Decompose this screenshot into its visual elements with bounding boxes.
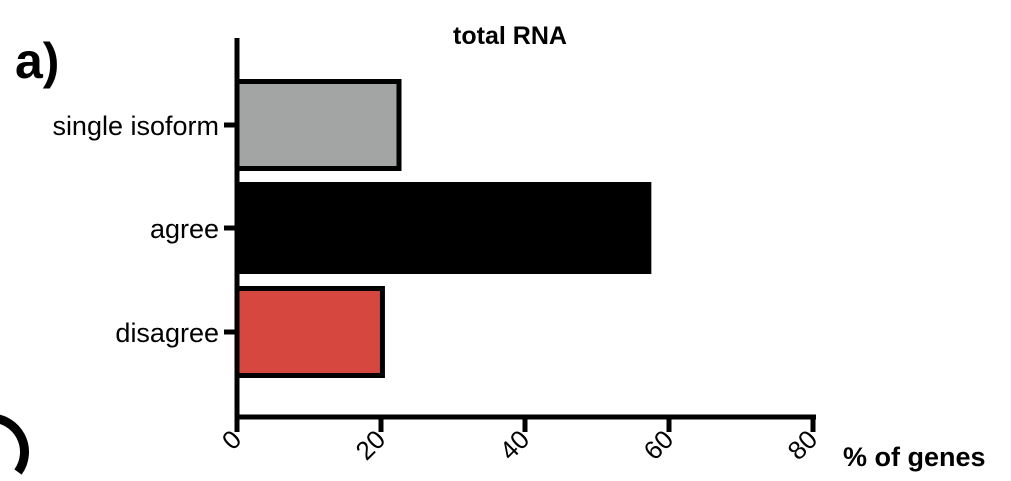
bars-layer xyxy=(234,79,652,378)
x-tick-label: 0 xyxy=(216,424,247,455)
x-tick-label: 80 xyxy=(782,424,824,466)
bar-agree xyxy=(234,182,652,274)
x-tick-label: 20 xyxy=(350,424,392,466)
x-tick-layer: 0 20 40 60 80 xyxy=(216,417,823,466)
x-tick-label: 40 xyxy=(494,424,536,466)
partial-circle-decoration xyxy=(0,414,29,475)
x-axis-label: % of genes xyxy=(843,442,986,472)
x-tick-label: 60 xyxy=(638,424,680,466)
category-label: disagree xyxy=(115,318,219,348)
bar-disagree xyxy=(234,286,385,378)
y-tick-layer: single isoform agree disagree xyxy=(52,111,237,348)
bar-single-isoform xyxy=(234,79,402,171)
chart-title: total RNA xyxy=(453,22,567,50)
panel-label: a) xyxy=(15,33,59,89)
category-label: agree xyxy=(150,214,219,244)
category-label: single isoform xyxy=(52,111,219,141)
